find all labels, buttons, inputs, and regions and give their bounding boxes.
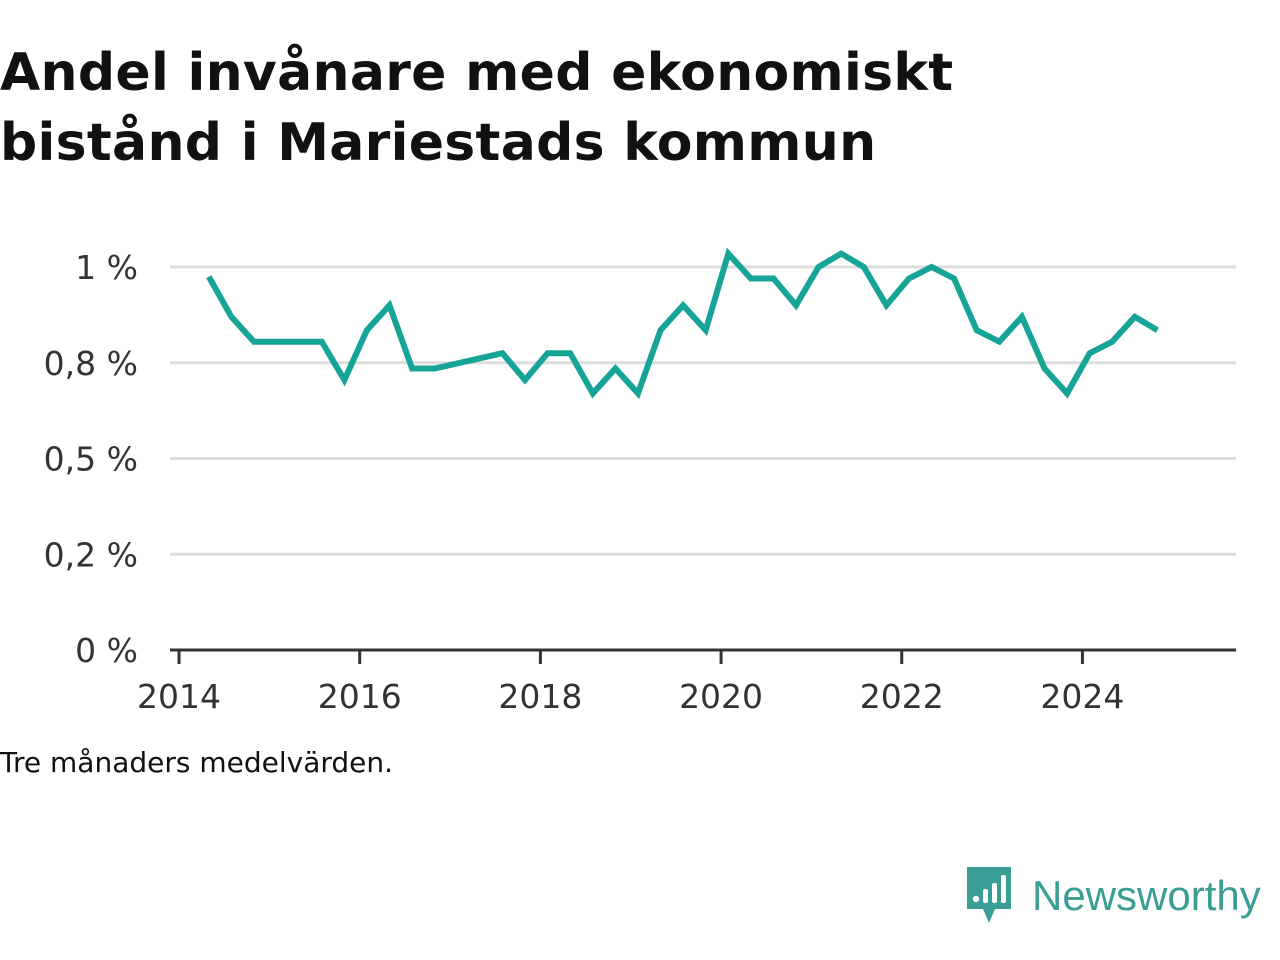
data-point <box>929 264 935 270</box>
data-point <box>319 339 325 345</box>
data-point <box>274 339 280 345</box>
data-point <box>861 264 867 270</box>
y-tick-label: 0 % <box>75 631 138 670</box>
chart-title: Andel invånare med ekonomiskt bistånd i … <box>0 38 1100 178</box>
data-point <box>680 302 686 308</box>
data-point <box>838 251 844 257</box>
data-point <box>1064 390 1070 396</box>
x-tick-label: 2020 <box>679 677 763 716</box>
y-tick-label: 0,8 % <box>44 344 138 383</box>
series-line <box>206 247 1159 400</box>
x-tick-label: 2024 <box>1040 677 1124 716</box>
series-layer <box>206 247 1160 400</box>
data-point <box>793 302 799 308</box>
data-point <box>996 339 1002 345</box>
data-point <box>228 314 234 320</box>
data-point <box>432 366 438 372</box>
line-chart: 0 %0,2 %0,5 %0,8 %1 % 2014 2016 2018 2020 20… <box>44 247 1236 716</box>
data-point <box>771 276 777 282</box>
x-tick-label: 2018 <box>498 677 582 716</box>
data-point <box>206 274 212 280</box>
data-point <box>1132 314 1138 320</box>
brand-logo: Newsworthy <box>964 864 1261 928</box>
data-point <box>703 327 709 333</box>
data-point <box>974 327 980 333</box>
data-point <box>590 390 596 396</box>
footnote: Tre månaders medelvärden. <box>0 746 394 779</box>
data-point <box>1109 339 1115 345</box>
data-point <box>748 276 754 282</box>
data-point <box>251 339 257 345</box>
data-point <box>906 276 912 282</box>
data-point <box>341 377 347 383</box>
data-point <box>635 390 641 396</box>
y-tick-label: 0,5 % <box>44 440 138 479</box>
gridlines <box>170 265 1236 556</box>
data-point <box>951 276 957 282</box>
x-tick-label: 2022 <box>860 677 944 716</box>
data-point <box>387 302 393 308</box>
data-point <box>364 327 370 333</box>
data-point <box>725 251 731 257</box>
data-point <box>567 350 573 356</box>
data-point <box>1042 366 1048 372</box>
newsworthy-logo-icon <box>967 867 1011 923</box>
x-tick-label: 2014 <box>137 677 221 716</box>
data-point <box>883 302 889 308</box>
brand-name: Newsworthy <box>1032 872 1261 919</box>
data-point <box>612 366 618 372</box>
x-tick-label: 2016 <box>318 677 402 716</box>
data-point <box>409 366 415 372</box>
data-point <box>296 339 302 345</box>
data-point <box>658 327 664 333</box>
chart-title-line-1: Andel invånare med ekonomiskt <box>0 43 954 103</box>
data-point <box>1154 327 1160 333</box>
data-point <box>545 350 551 356</box>
y-tick-label: 1 % <box>75 248 138 287</box>
chart-title-line-2: bistånd i Mariestads kommun <box>0 113 877 173</box>
data-point <box>1087 350 1093 356</box>
data-point <box>1019 314 1025 320</box>
y-tick-label: 0,2 % <box>44 535 138 574</box>
data-point <box>816 264 822 270</box>
data-point <box>499 350 505 356</box>
data-point <box>522 377 528 383</box>
x-axis: 2014 2016 2018 2020 2022 2024 <box>137 648 1236 716</box>
y-axis-ticks: 0 % 0,2 % 0,5 % 0,8 % 1 % <box>44 248 138 670</box>
